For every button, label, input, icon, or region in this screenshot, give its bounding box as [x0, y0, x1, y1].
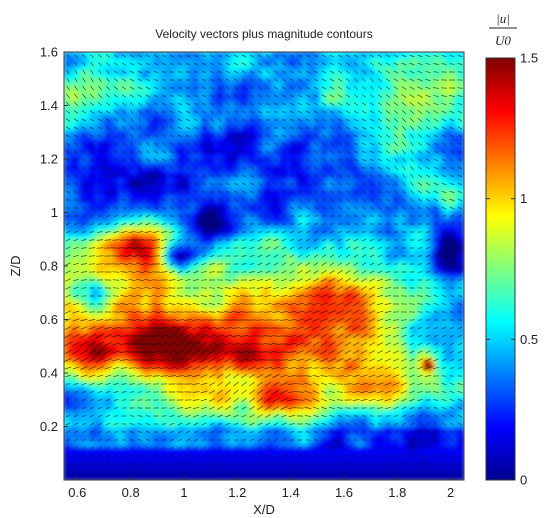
colorbar-tick-label: 1.5: [520, 51, 538, 66]
y-tick-label: 0.2: [40, 419, 58, 434]
x-axis-label: X/D: [253, 502, 275, 517]
x-tick-label: 0.8: [122, 485, 140, 500]
x-axis: 0.6 0.8 1 1.2 1.4 1.6 1.8 2: [68, 476, 454, 500]
x-tick-label: 0.6: [68, 485, 86, 500]
colorbar-tick-label: 1: [520, 191, 527, 206]
x-tick-label: 1.8: [388, 485, 406, 500]
x-tick-label: 1.4: [282, 485, 300, 500]
y-axis-label: Z/D: [8, 256, 23, 277]
y-axis: 0.2 0.4 0.6 0.8 1 1.2 1.4 1.6: [40, 45, 68, 434]
y-tick-label: 1: [51, 205, 58, 220]
colorbar-label-numerator: |u|: [496, 11, 510, 26]
magnitude-contours: [64, 52, 464, 480]
x-tick-label: 1.2: [228, 485, 246, 500]
colorbar-tick-label: 0: [520, 473, 527, 488]
y-tick-label: 0.8: [40, 259, 58, 274]
chart-title: Velocity vectors plus magnitude contours: [155, 27, 372, 41]
x-tick-label: 2: [447, 485, 454, 500]
colorbar-scale: [485, 57, 516, 481]
x-tick-label: 1: [180, 485, 187, 500]
velocity-vectors: [64, 54, 463, 473]
y-tick-label: 1.4: [40, 98, 58, 113]
colorbar: |u| U0 0 0.5 1 1.5: [485, 11, 538, 488]
x-tick-label: 1.6: [335, 485, 353, 500]
colorbar-tick-label: 0.5: [520, 332, 538, 347]
y-tick-label: 0.4: [40, 366, 58, 381]
y-tick-label: 1.6: [40, 45, 58, 60]
colorbar-label-denominator: U0: [495, 33, 511, 48]
y-tick-label: 1.2: [40, 152, 58, 167]
y-tick-label: 0.6: [40, 312, 58, 327]
